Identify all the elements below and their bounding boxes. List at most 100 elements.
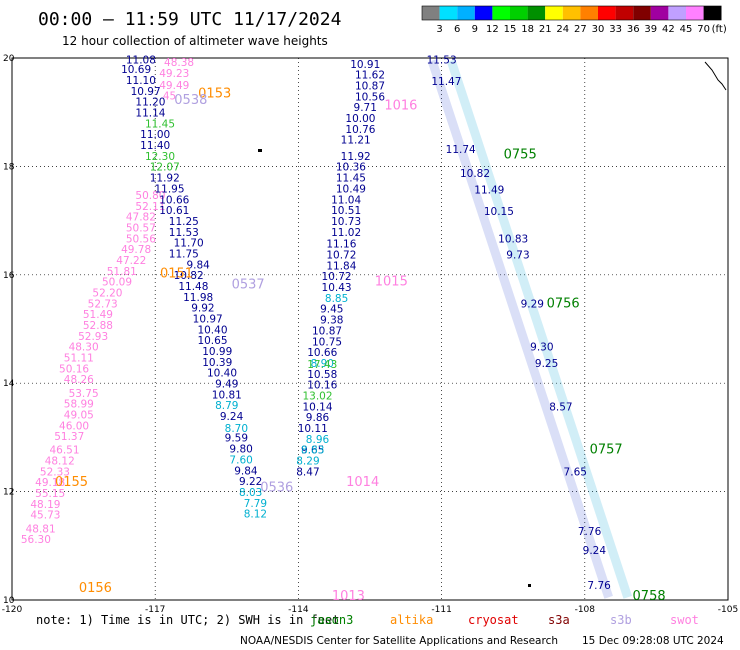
- wave-height-label: 10.36: [336, 162, 366, 174]
- chart-subtitle: 12 hour collection of altimeter wave hei…: [62, 34, 328, 48]
- wave-height-label: 8.96: [306, 434, 330, 446]
- wave-height-label: 8.70: [225, 423, 248, 435]
- colorbar-label: 3: [436, 24, 442, 35]
- wave-height-label: 10.58: [307, 369, 337, 381]
- pass-id-label: 0538: [174, 93, 207, 108]
- wave-height-label: 9.73: [506, 250, 529, 262]
- pass-id-label: 1013: [332, 589, 365, 604]
- pass-id-label: 0757: [590, 443, 623, 458]
- wave-height-label: 9.84: [234, 465, 258, 477]
- wave-height-label: 10.81: [212, 389, 242, 401]
- wave-height-label: 11.75: [169, 248, 199, 260]
- wave-height-label: 7.76: [578, 526, 602, 538]
- colorbar-label: 12: [486, 24, 499, 35]
- wave-height-label: 10.43: [322, 282, 352, 294]
- pass-id-label: 0758: [633, 589, 666, 604]
- axis-ticks: -120 -117 -114 -111 -108 -105 20 18 16 14 12 10: [2, 54, 738, 615]
- satellite-tracks: [427, 59, 633, 599]
- wave-height-label: 11.20: [135, 97, 165, 109]
- pass-id-label: 1016: [384, 98, 417, 113]
- pass-id-label: 0756: [547, 296, 580, 311]
- wave-height-label: 11.08: [126, 54, 156, 66]
- wave-height-label: 17.43: [307, 359, 337, 371]
- colorbar-swatch: [510, 6, 528, 20]
- pass-id-label: 0153: [198, 87, 231, 102]
- wave-height-label: 7.65: [564, 466, 587, 478]
- wave-height-label: 12.07: [150, 162, 180, 174]
- wave-height-label: 7.79: [244, 498, 267, 510]
- wave-height-label: 50.16: [59, 363, 89, 375]
- pass-id-label: 1014: [346, 475, 379, 490]
- colorbar-label: 18: [521, 24, 534, 35]
- wave-height-label: 10.61: [159, 205, 189, 217]
- wave-height-label: 10.51: [331, 205, 361, 217]
- wave-height-label: 9.38: [320, 315, 343, 327]
- wave-height-label: 10.87: [355, 80, 385, 92]
- wave-height-label: 10.83: [498, 233, 528, 245]
- pass-id-label: 0537: [232, 277, 265, 292]
- wave-height-label: 10.82: [174, 270, 204, 282]
- wave-height-label: 7.60: [229, 454, 252, 466]
- wave-height-label: 11.53: [427, 54, 457, 66]
- wave-height-label: 52.88: [83, 320, 113, 332]
- wave-height-label: 11.48: [178, 281, 208, 293]
- wave-height-label: 51.49: [83, 309, 113, 321]
- colorbar-label: 45: [680, 24, 693, 35]
- colorbar-label: 6: [454, 24, 460, 35]
- wave-height-label: 48.19: [30, 499, 60, 511]
- x-tick-label: -105: [718, 605, 738, 615]
- colorbar-label: 36: [627, 24, 640, 35]
- wave-height-label: 8.79: [215, 400, 238, 412]
- wave-height-label: 47.82: [126, 212, 156, 224]
- colorbar-swatch: [422, 6, 440, 20]
- wave-height-label: 48.81: [26, 523, 56, 535]
- wave-height-label: 10.00: [345, 113, 375, 125]
- colorbar-swatch: [650, 6, 669, 20]
- wave-height-label: 9.24: [583, 545, 607, 557]
- colorbar-frame: [421, 5, 722, 21]
- wave-height-label: 11.95: [154, 183, 184, 195]
- wave-height-label: 9.92: [191, 303, 214, 315]
- colorbar-label: 33: [609, 24, 622, 35]
- wave-height-label: 48.26: [64, 374, 94, 386]
- colorbar-label: 15: [504, 24, 517, 35]
- wave-height-label: 10.56: [355, 91, 385, 103]
- wave-height-label: 11.21: [341, 135, 371, 147]
- wave-height-label: 10.97: [193, 313, 223, 325]
- satellite-legend-item: cryosat: [468, 613, 519, 627]
- x-tick-label: -120: [2, 605, 23, 615]
- wave-height-label: 51.37: [54, 431, 84, 443]
- wave-height-label: 10.16: [307, 380, 337, 392]
- wave-height-label: 52.11: [135, 201, 165, 213]
- wave-height-label: 8.47: [296, 466, 319, 478]
- colorbar-swatch: [439, 6, 458, 20]
- y-tick-label: 12: [3, 488, 14, 498]
- pass-id-label: 1015: [375, 275, 408, 290]
- wave-height-label: 11.00: [140, 129, 170, 141]
- colorbar-swatch: [474, 6, 493, 20]
- footer-credit: NOAA/NESDIS Center for Satellite Applica…: [240, 635, 558, 647]
- wave-height-label: 9.24: [220, 411, 244, 423]
- wave-height-label: 10.82: [460, 168, 490, 180]
- y-tick-label: 16: [3, 271, 15, 281]
- satellite-legend: jason3 altika cryosat s3a s3b swot: [310, 613, 699, 627]
- island-mark: [528, 584, 531, 587]
- plot-area: 48.3849.2349.494550.8052.1147.8250.5750.…: [11, 54, 729, 604]
- wave-height-label: 47.22: [116, 255, 146, 267]
- wave-height-label: 10.14: [302, 401, 332, 413]
- wave-height-label: 9.29: [521, 298, 544, 310]
- coastline: [704, 61, 727, 91]
- wave-height-label: 10.97: [131, 86, 161, 98]
- wave-height-label: 11.84: [326, 260, 356, 272]
- wave-height-label: 11.92: [150, 173, 180, 185]
- wave-height-label: 10.15: [484, 206, 514, 218]
- wave-height-label: 10.91: [350, 59, 380, 71]
- wave-height-label: 9.45: [320, 304, 343, 316]
- wave-height-label: 11.47: [431, 76, 461, 88]
- colorbar-label: 39: [644, 24, 657, 35]
- colorbar-swatch: [686, 6, 704, 20]
- chart-title: 00:00 – 11:59 UTC 11/17/2024: [38, 9, 341, 30]
- wave-height-label: 9.86: [306, 412, 330, 424]
- wave-height-label: 52.73: [88, 298, 118, 310]
- wave-height-label: 10.72: [322, 271, 352, 283]
